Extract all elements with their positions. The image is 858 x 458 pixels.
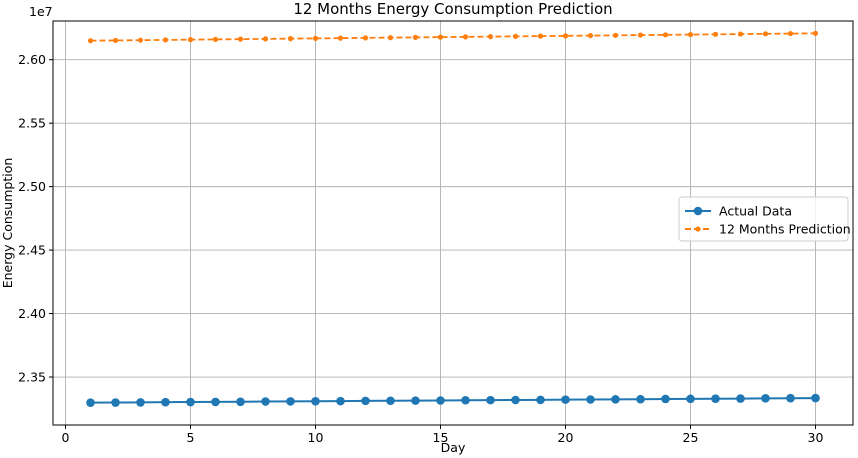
data-point xyxy=(112,37,119,44)
data-point xyxy=(437,34,444,40)
data-point xyxy=(286,397,295,406)
data-point xyxy=(236,397,245,407)
data-point xyxy=(811,393,820,403)
data-point xyxy=(237,36,244,42)
x-tick-label: 30 xyxy=(808,430,824,445)
data-point xyxy=(686,394,695,404)
data-point xyxy=(461,395,470,405)
data-point xyxy=(111,398,120,407)
data-point xyxy=(361,396,370,406)
plot-frame xyxy=(52,20,854,426)
data-point xyxy=(137,37,144,43)
data-point xyxy=(736,394,745,403)
data-point xyxy=(86,398,95,407)
data-point xyxy=(562,33,569,39)
data-point xyxy=(812,30,819,36)
data-point xyxy=(536,395,545,405)
series-line xyxy=(90,32,816,42)
legend-box xyxy=(678,196,849,242)
x-tick-label: 5 xyxy=(187,430,195,445)
x-tick-label: 20 xyxy=(558,430,574,445)
chart-title: 12 Months Energy Consumption Prediction xyxy=(293,0,612,18)
data-point xyxy=(487,34,494,40)
data-point xyxy=(161,397,170,407)
data-point xyxy=(362,35,369,41)
data-point xyxy=(212,36,219,43)
y-tick-label: 2.60 xyxy=(18,52,46,67)
data-point xyxy=(336,396,345,406)
data-point xyxy=(661,394,670,404)
legend: Actual Data 12 Months Prediction xyxy=(678,196,851,242)
data-point xyxy=(262,36,269,42)
data-point xyxy=(312,35,319,41)
data-point xyxy=(186,397,195,407)
data-point xyxy=(787,30,794,37)
data-point xyxy=(136,398,145,407)
data-point xyxy=(412,34,419,40)
data-point xyxy=(211,397,220,407)
y-tick-label: 2.40 xyxy=(18,306,46,321)
data-point xyxy=(687,31,694,38)
data-point xyxy=(537,33,544,39)
series-layer xyxy=(86,30,820,407)
data-point xyxy=(162,37,169,43)
data-point xyxy=(737,31,744,37)
data-point xyxy=(486,395,495,405)
ticks: 0 5 10 15 20 25 30 2.35 2.40 2.45 2.50 2.55 2.60 xyxy=(18,52,823,445)
data-point xyxy=(411,396,420,405)
data-point xyxy=(761,394,770,403)
data-point xyxy=(261,397,270,406)
data-point xyxy=(511,395,520,405)
data-point xyxy=(637,32,644,38)
data-point xyxy=(586,395,595,404)
data-point xyxy=(712,31,719,37)
data-point xyxy=(187,37,194,43)
legend-label: 12 Months Prediction xyxy=(719,222,851,237)
series-line xyxy=(90,397,816,404)
data-point xyxy=(662,32,669,38)
y-axis-multiplier: 1e7 xyxy=(29,4,53,19)
data-point xyxy=(337,35,344,41)
y-tick-label: 2.45 xyxy=(18,243,46,258)
data-point xyxy=(636,394,645,404)
data-point xyxy=(87,38,94,44)
data-point xyxy=(311,396,320,406)
x-axis-label: Day xyxy=(441,440,466,455)
y-tick-label: 2.35 xyxy=(18,370,46,385)
data-point xyxy=(611,395,620,404)
data-point xyxy=(762,31,769,37)
y-tick-label: 2.50 xyxy=(18,179,46,194)
data-point xyxy=(786,393,795,403)
y-tick-label: 2.55 xyxy=(18,116,46,131)
data-point xyxy=(386,396,395,406)
data-point xyxy=(512,33,519,39)
legend-marker xyxy=(695,226,701,232)
data-point xyxy=(711,394,720,404)
legend-label: Actual Data xyxy=(719,204,792,219)
data-point xyxy=(462,34,469,40)
x-tick-label: 25 xyxy=(683,430,699,445)
data-point xyxy=(436,396,445,405)
legend-marker xyxy=(693,206,703,216)
data-point xyxy=(287,36,294,42)
data-point xyxy=(561,395,570,404)
y-axis-label: Energy Consumption xyxy=(0,158,15,289)
x-tick-label: 10 xyxy=(308,430,324,445)
data-point xyxy=(387,35,394,41)
x-tick-label: 0 xyxy=(62,430,70,445)
data-point xyxy=(587,32,594,39)
data-point xyxy=(612,32,619,38)
x-tick-label: 15 xyxy=(433,430,449,445)
